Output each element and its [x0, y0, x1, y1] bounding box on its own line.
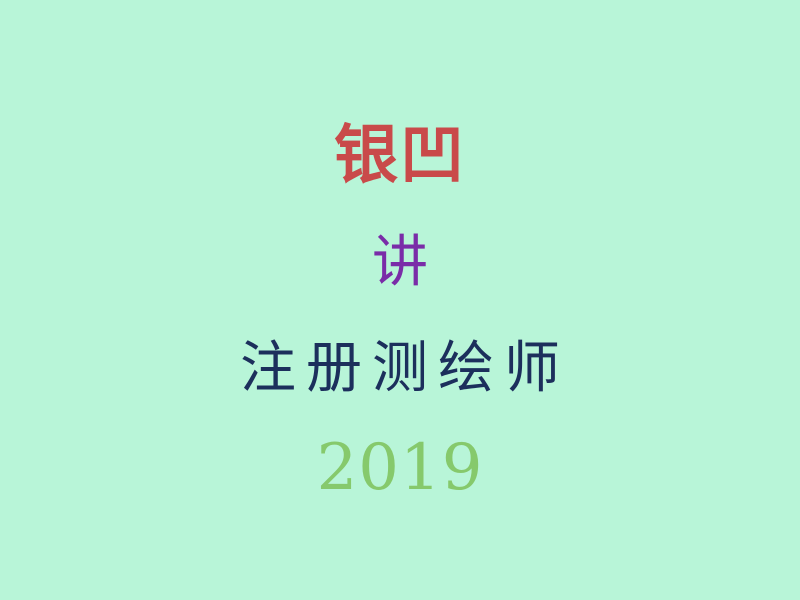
verb-label: 讲 [372, 230, 428, 295]
subject-title: 注册测绘师 [240, 336, 570, 401]
brand-title: 银凹 [334, 119, 466, 193]
year-label: 2019 [316, 431, 484, 505]
